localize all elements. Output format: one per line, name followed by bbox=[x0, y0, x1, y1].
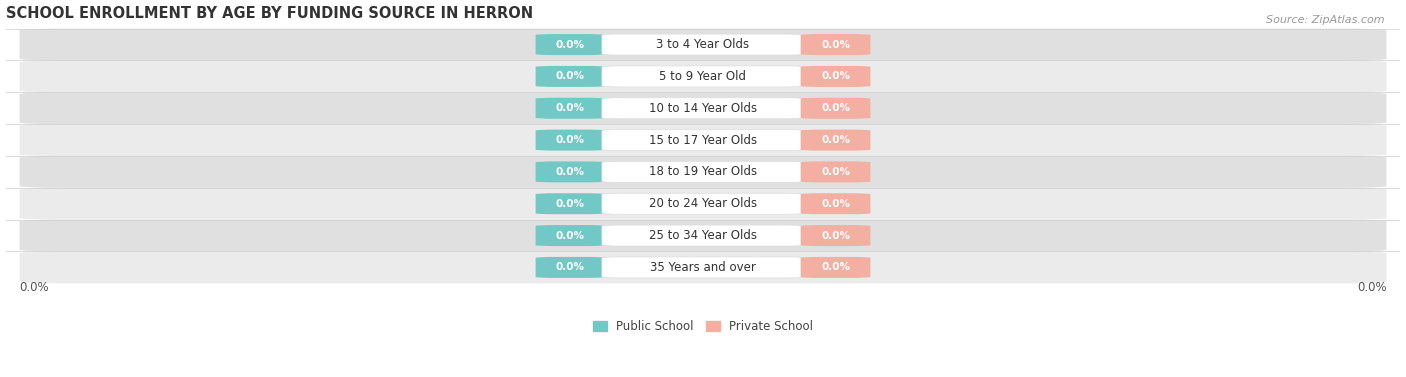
Text: 0.0%: 0.0% bbox=[821, 71, 851, 81]
FancyBboxPatch shape bbox=[20, 29, 1386, 60]
FancyBboxPatch shape bbox=[536, 130, 606, 150]
Text: 10 to 14 Year Olds: 10 to 14 Year Olds bbox=[650, 102, 756, 115]
Text: 0.0%: 0.0% bbox=[821, 231, 851, 241]
FancyBboxPatch shape bbox=[800, 161, 870, 182]
FancyBboxPatch shape bbox=[602, 34, 804, 55]
Text: 0.0%: 0.0% bbox=[555, 262, 585, 273]
Text: 0.0%: 0.0% bbox=[821, 103, 851, 113]
Text: 0.0%: 0.0% bbox=[821, 199, 851, 209]
Text: 0.0%: 0.0% bbox=[821, 135, 851, 145]
FancyBboxPatch shape bbox=[602, 130, 804, 150]
Text: 0.0%: 0.0% bbox=[555, 103, 585, 113]
FancyBboxPatch shape bbox=[800, 34, 870, 55]
Text: 15 to 17 Year Olds: 15 to 17 Year Olds bbox=[650, 133, 756, 147]
FancyBboxPatch shape bbox=[800, 98, 870, 119]
Text: 0.0%: 0.0% bbox=[555, 231, 585, 241]
Text: 35 Years and over: 35 Years and over bbox=[650, 261, 756, 274]
Text: 0.0%: 0.0% bbox=[20, 280, 49, 294]
FancyBboxPatch shape bbox=[536, 193, 606, 214]
Text: 0.0%: 0.0% bbox=[821, 40, 851, 50]
FancyBboxPatch shape bbox=[20, 251, 1386, 284]
FancyBboxPatch shape bbox=[20, 124, 1386, 156]
FancyBboxPatch shape bbox=[20, 188, 1386, 220]
Text: 0.0%: 0.0% bbox=[555, 167, 585, 177]
FancyBboxPatch shape bbox=[20, 220, 1386, 251]
Text: 0.0%: 0.0% bbox=[555, 40, 585, 50]
FancyBboxPatch shape bbox=[536, 66, 606, 87]
FancyBboxPatch shape bbox=[536, 257, 606, 278]
Text: 0.0%: 0.0% bbox=[821, 262, 851, 273]
Text: Source: ZipAtlas.com: Source: ZipAtlas.com bbox=[1267, 15, 1385, 25]
FancyBboxPatch shape bbox=[800, 257, 870, 278]
FancyBboxPatch shape bbox=[602, 193, 804, 214]
Text: 0.0%: 0.0% bbox=[555, 71, 585, 81]
FancyBboxPatch shape bbox=[20, 156, 1386, 188]
FancyBboxPatch shape bbox=[20, 92, 1386, 124]
FancyBboxPatch shape bbox=[602, 161, 804, 182]
Text: 0.0%: 0.0% bbox=[1357, 280, 1386, 294]
FancyBboxPatch shape bbox=[536, 98, 606, 119]
FancyBboxPatch shape bbox=[800, 130, 870, 150]
Text: 0.0%: 0.0% bbox=[555, 135, 585, 145]
FancyBboxPatch shape bbox=[536, 34, 606, 55]
FancyBboxPatch shape bbox=[602, 66, 804, 87]
FancyBboxPatch shape bbox=[536, 161, 606, 182]
Text: 18 to 19 Year Olds: 18 to 19 Year Olds bbox=[650, 166, 756, 178]
FancyBboxPatch shape bbox=[536, 225, 606, 246]
Text: 3 to 4 Year Olds: 3 to 4 Year Olds bbox=[657, 38, 749, 51]
FancyBboxPatch shape bbox=[800, 225, 870, 246]
Text: 0.0%: 0.0% bbox=[821, 167, 851, 177]
Text: 5 to 9 Year Old: 5 to 9 Year Old bbox=[659, 70, 747, 83]
FancyBboxPatch shape bbox=[602, 257, 804, 278]
FancyBboxPatch shape bbox=[20, 60, 1386, 92]
FancyBboxPatch shape bbox=[602, 98, 804, 119]
Text: SCHOOL ENROLLMENT BY AGE BY FUNDING SOURCE IN HERRON: SCHOOL ENROLLMENT BY AGE BY FUNDING SOUR… bbox=[6, 6, 533, 21]
Text: 25 to 34 Year Olds: 25 to 34 Year Olds bbox=[650, 229, 756, 242]
Text: 0.0%: 0.0% bbox=[555, 199, 585, 209]
Legend: Public School, Private School: Public School, Private School bbox=[593, 320, 813, 333]
Text: 20 to 24 Year Olds: 20 to 24 Year Olds bbox=[650, 197, 756, 210]
FancyBboxPatch shape bbox=[602, 225, 804, 246]
FancyBboxPatch shape bbox=[800, 66, 870, 87]
FancyBboxPatch shape bbox=[800, 193, 870, 214]
